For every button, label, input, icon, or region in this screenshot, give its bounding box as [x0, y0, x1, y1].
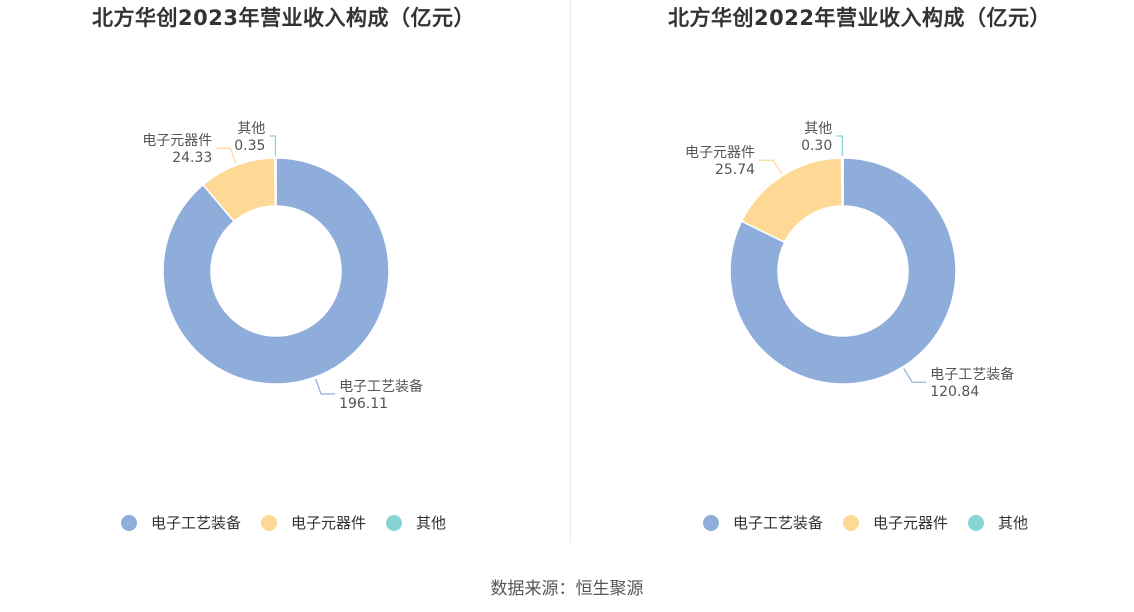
legend-2022: 电子工艺装备 电子元器件 其他	[582, 512, 1134, 533]
donut-slice-3[interactable]	[274, 157, 277, 207]
slice-label-value: 25.74	[715, 162, 755, 178]
leader-line	[836, 135, 843, 157]
slice-label-value: 196.11	[339, 396, 388, 412]
legend-label: 电子工艺装备	[732, 514, 823, 532]
donut-slice-1[interactable]	[162, 157, 390, 385]
legend-label: 其他	[416, 514, 447, 532]
donut-slice-1[interactable]	[729, 157, 957, 385]
slice-label-name: 其他	[804, 121, 832, 137]
leader-line	[759, 159, 783, 175]
slice-label-name: 电子工艺装备	[930, 366, 1014, 383]
legend-label: 电子元器件	[872, 514, 948, 532]
legend-marker	[968, 514, 984, 531]
leader-line	[314, 378, 336, 395]
legend-marker	[702, 514, 719, 531]
data-source-note: 数据来源：恒生聚源	[490, 579, 644, 599]
legend-item[interactable]: 电子元器件	[842, 512, 948, 533]
leader-line	[269, 135, 277, 157]
leader-line	[903, 368, 927, 383]
panel-divider	[570, 0, 571, 542]
legend-marker	[842, 514, 859, 531]
leader-line	[216, 147, 237, 164]
legend-item[interactable]: 电子元器件	[260, 512, 366, 533]
legend-label: 其他	[998, 514, 1029, 532]
slice-label-value: 0.30	[801, 138, 832, 154]
legend-marker	[260, 514, 277, 531]
legend-marker	[386, 514, 402, 531]
legend-marker	[120, 514, 137, 531]
donut-slice-3[interactable]	[840, 157, 844, 207]
chart-title-2022: 北方华创2022年营业收入构成（亿元）	[668, 6, 1051, 30]
slice-label-name: 电子工艺装备	[339, 378, 423, 395]
legend-2023: 电子工艺装备 电子元器件 其他	[0, 512, 567, 533]
legend-label: 电子元器件	[290, 514, 366, 532]
legend-item[interactable]: 其他	[386, 512, 446, 533]
chart-title-2023: 北方华创2023年营业收入构成（亿元）	[92, 6, 475, 30]
slice-label-name: 电子元器件	[685, 145, 755, 161]
slice-label-name: 电子元器件	[142, 133, 212, 149]
legend-item[interactable]: 电子工艺装备	[120, 512, 241, 533]
slice-label-value: 120.84	[930, 384, 979, 400]
legend-label: 电子工艺装备	[150, 514, 241, 532]
slice-label-value: 0.35	[234, 138, 265, 154]
slice-label-name: 其他	[237, 121, 265, 137]
legend-item[interactable]: 电子工艺装备	[702, 512, 823, 533]
legend-item[interactable]: 其他	[968, 512, 1028, 533]
slice-label-value: 24.33	[172, 150, 212, 166]
